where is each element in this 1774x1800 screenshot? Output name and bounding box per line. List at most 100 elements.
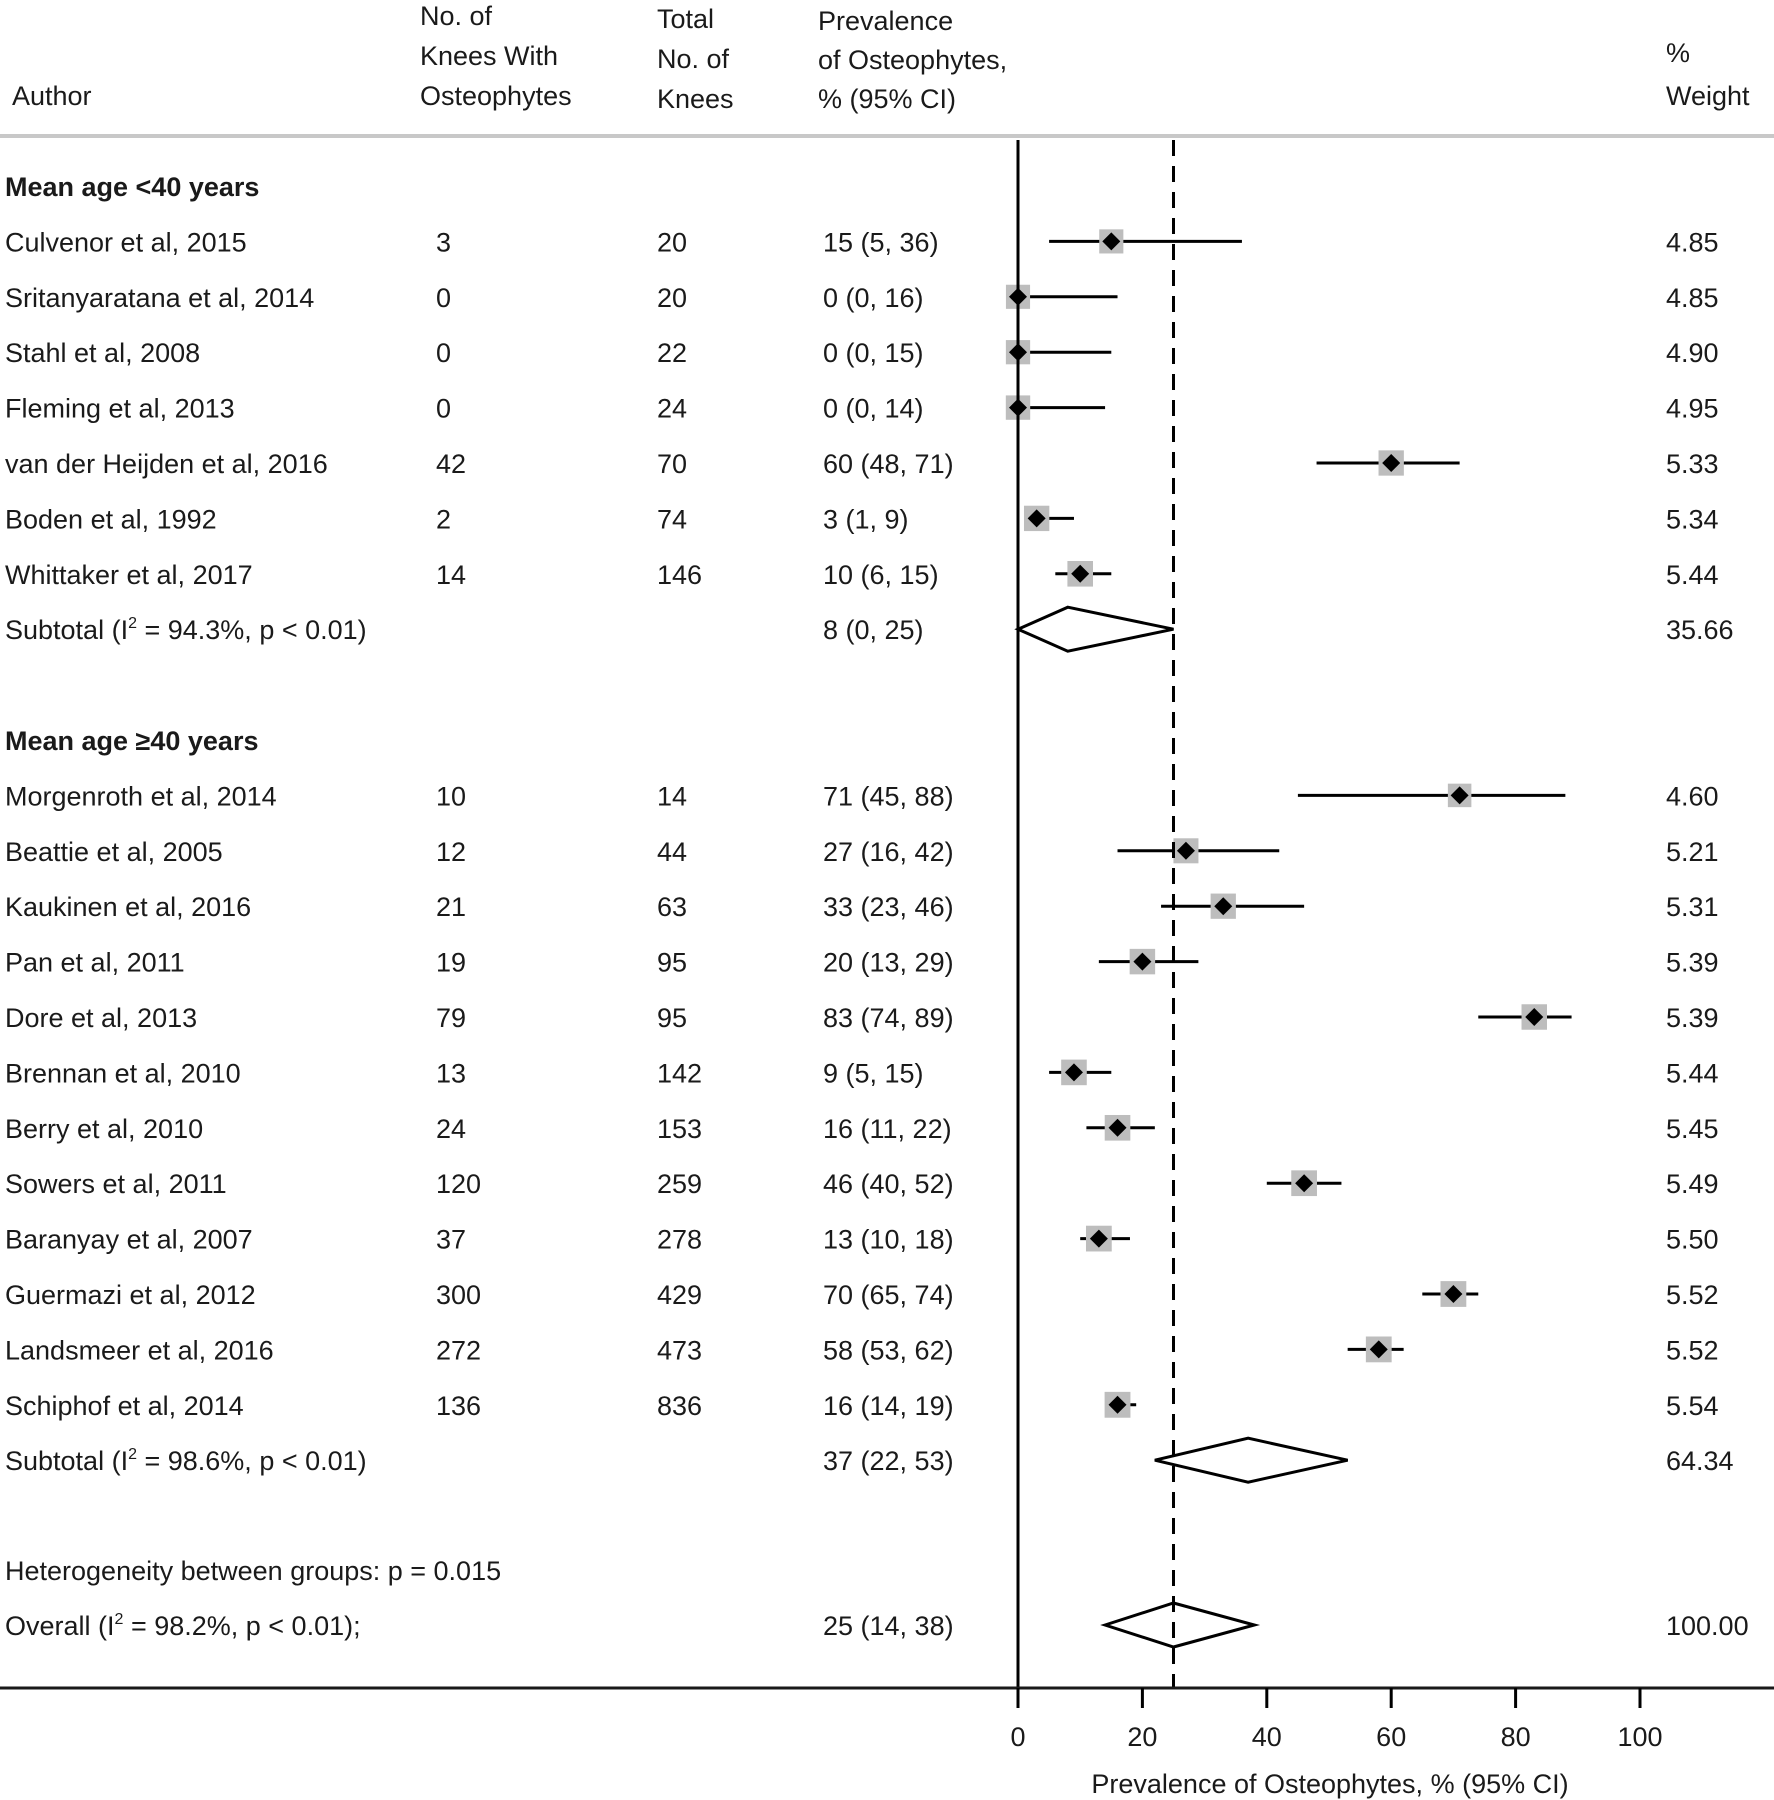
study-weight: 5.39 [1666, 948, 1719, 978]
header-author: Author [12, 81, 92, 111]
study-author: Baranyay et al, 2007 [5, 1225, 253, 1255]
study-ci: 16 (11, 22) [823, 1114, 952, 1144]
study-total: 44 [657, 837, 687, 867]
point-estimate-g1-s3 [1133, 952, 1152, 971]
study-total: 153 [657, 1114, 702, 1144]
point-estimate-g0-s6 [1071, 564, 1090, 583]
header-total-line1: Total [657, 4, 714, 34]
study-total: 20 [657, 227, 687, 257]
overall-weight: 100.00 [1666, 1611, 1749, 1641]
x-tick-label: 40 [1252, 1722, 1282, 1752]
study-total: 146 [657, 560, 702, 590]
study-events: 24 [436, 1114, 466, 1144]
study-events: 0 [436, 283, 451, 313]
study-weight: 4.95 [1666, 394, 1719, 424]
study-total: 74 [657, 504, 687, 534]
study-total: 142 [657, 1058, 702, 1088]
study-weight: 5.54 [1666, 1391, 1719, 1421]
point-estimate-g1-s0 [1450, 786, 1469, 805]
study-total: 429 [657, 1280, 702, 1310]
point-estimate-g1-s10 [1369, 1340, 1388, 1359]
study-ci: 70 (65, 74) [823, 1280, 954, 1310]
study-total: 20 [657, 283, 687, 313]
study-total: 836 [657, 1391, 702, 1421]
study-author: Landsmeer et al, 2016 [5, 1335, 274, 1365]
study-ci: 10 (6, 15) [823, 560, 939, 590]
point-estimate-g0-s0 [1102, 232, 1121, 251]
study-author: Stahl et al, 2008 [5, 338, 200, 368]
study-ci: 15 (5, 36) [823, 227, 939, 257]
study-author: Boden et al, 1992 [5, 504, 217, 534]
point-estimate-g1-s9 [1444, 1285, 1463, 1303]
study-weight: 5.50 [1666, 1225, 1719, 1255]
study-events: 0 [436, 394, 451, 424]
study-events: 79 [436, 1003, 466, 1033]
study-ci: 58 (53, 62) [823, 1335, 954, 1365]
heterogeneity-text: Heterogeneity between groups: p = 0.015 [5, 1556, 501, 1586]
study-events: 2 [436, 504, 451, 534]
study-weight: 4.85 [1666, 227, 1719, 257]
study-weight: 5.44 [1666, 560, 1719, 590]
study-events: 42 [436, 449, 466, 479]
study-author: Sowers et al, 2011 [5, 1169, 227, 1199]
study-weight: 5.33 [1666, 449, 1719, 479]
study-ci: 16 (14, 19) [823, 1391, 954, 1421]
study-events: 21 [436, 892, 466, 922]
header-events-line3: Osteophytes [420, 81, 572, 111]
study-author: Beattie et al, 2005 [5, 837, 223, 867]
study-weight: 5.52 [1666, 1335, 1719, 1365]
study-weight: 5.44 [1666, 1058, 1719, 1088]
subtotal-g1-weight: 64.34 [1666, 1446, 1734, 1476]
study-events: 19 [436, 948, 466, 978]
study-events: 0 [436, 338, 451, 368]
study-weight: 5.39 [1666, 1003, 1719, 1033]
point-estimate-g1-s1 [1176, 841, 1195, 860]
x-tick-label: 0 [1010, 1722, 1025, 1752]
group-heading: Mean age <40 years [5, 172, 259, 202]
study-ci: 9 (5, 15) [823, 1058, 924, 1088]
point-estimate-g1-s2 [1214, 897, 1233, 916]
study-events: 10 [436, 781, 466, 811]
study-events: 14 [436, 560, 466, 590]
x-tick-label: 80 [1501, 1722, 1531, 1752]
study-weight: 5.31 [1666, 892, 1719, 922]
study-weight: 5.34 [1666, 504, 1719, 534]
header-prevalence-line2: of Osteophytes, [818, 45, 1007, 75]
subtotal-g1-ci: 37 (22, 53) [823, 1446, 954, 1476]
study-events: 120 [436, 1169, 481, 1199]
study-author: Kaukinen et al, 2016 [5, 892, 251, 922]
x-axis-label: Prevalence of Osteophytes, % (95% CI) [1091, 1769, 1568, 1799]
study-ci: 33 (23, 46) [823, 892, 954, 922]
study-events: 3 [436, 227, 451, 257]
study-events: 136 [436, 1391, 481, 1421]
study-total: 22 [657, 338, 687, 368]
study-ci: 46 (40, 52) [823, 1169, 954, 1199]
study-author: Sritanyaratana et al, 2014 [5, 283, 314, 313]
study-events: 37 [436, 1225, 466, 1255]
study-author: Culvenor et al, 2015 [5, 227, 247, 257]
study-author: Brennan et al, 2010 [5, 1058, 241, 1088]
study-ci: 27 (16, 42) [823, 837, 954, 867]
study-ci: 83 (74, 89) [823, 1003, 954, 1033]
study-weight: 5.49 [1666, 1169, 1719, 1199]
header-total-line2: No. of [657, 44, 730, 74]
point-estimate-g1-s7 [1295, 1174, 1314, 1193]
study-author: Dore et al, 2013 [5, 1003, 197, 1033]
study-ci: 3 (1, 9) [823, 504, 909, 534]
study-total: 95 [657, 1003, 687, 1033]
header-weight-line2: Weight [1666, 81, 1750, 111]
study-rows: Mean age <40 years Culvenor et al, 2015 3 2… [5, 172, 1749, 1641]
study-ci: 0 (0, 15) [823, 338, 924, 368]
x-tick-label: 100 [1617, 1722, 1662, 1752]
study-total: 24 [657, 394, 687, 424]
study-total: 473 [657, 1335, 702, 1365]
subtotal-g0-diamond [1014, 605, 1174, 653]
point-estimate-g1-s4 [1525, 1008, 1544, 1026]
study-total: 278 [657, 1225, 702, 1255]
study-ci: 20 (13, 29) [823, 948, 954, 978]
study-total: 95 [657, 948, 687, 978]
subtotal-g0-weight: 35.66 [1666, 615, 1734, 645]
study-ci: 60 (48, 71) [823, 449, 954, 479]
header-events-line2: Knees With [420, 41, 558, 71]
study-author: Pan et al, 2011 [5, 948, 185, 978]
